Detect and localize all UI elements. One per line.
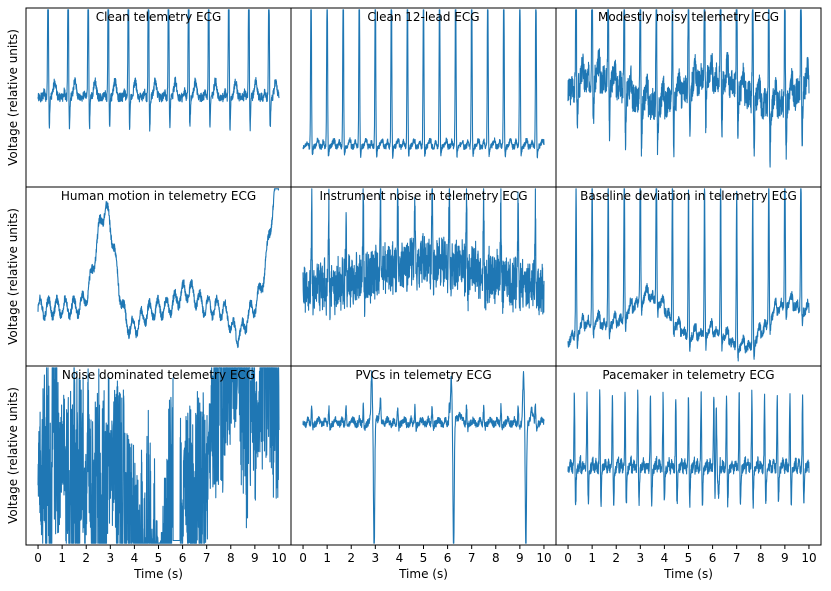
- x-tick-label: 2: [82, 551, 90, 565]
- panel-2: Clean 12-lead ECG: [290, 7, 557, 188]
- panel-title: Pacemaker in telemetry ECG: [602, 368, 774, 382]
- ecg-trace: [567, 188, 810, 362]
- panel-5: Instrument noise in telemetry ECG: [290, 186, 557, 367]
- panel-frame: [555, 365, 822, 546]
- ecg-trace: [37, 367, 280, 544]
- x-tick-label: 3: [106, 551, 114, 565]
- x-axis-label: Time (s): [663, 567, 713, 581]
- x-tick-label: 6: [444, 551, 452, 565]
- x-tick-label: 9: [251, 551, 259, 565]
- x-tick-label: 6: [709, 551, 717, 565]
- ecg-trace: [302, 188, 545, 321]
- x-tick-label: 5: [420, 551, 428, 565]
- x-tick-label: 7: [468, 551, 476, 565]
- ecg-trace: [37, 9, 280, 132]
- x-tick-label: 0: [564, 551, 572, 565]
- ecg-trace: [567, 9, 810, 168]
- ecg-trace: [567, 389, 810, 509]
- panel-title: Baseline deviation in telemetry ECG: [580, 189, 797, 203]
- x-tick-label: 2: [347, 551, 355, 565]
- panel-9: Pacemaker in telemetry ECG 0 1 2 3 4 5 6 7 8 9 10 Ti…: [555, 365, 822, 581]
- x-tick-label: 4: [396, 551, 404, 565]
- x-tick-label: 0: [34, 551, 42, 565]
- y-axis-label: Voltage (relative units): [6, 29, 20, 166]
- panel-8: PVCs in telemetry ECG 0 1 2 3 4 5 6 7 8 9 10 Time (s…: [290, 365, 557, 581]
- x-tick-label: 1: [588, 551, 596, 565]
- x-tick-label: 7: [203, 551, 211, 565]
- ecg-trace: [302, 370, 545, 544]
- x-axis-label: Time (s): [398, 567, 448, 581]
- x-tick-label: 4: [131, 551, 139, 565]
- x-tick-label: 7: [733, 551, 741, 565]
- x-axis-label: Time (s): [133, 567, 183, 581]
- x-tick-label: 0: [299, 551, 307, 565]
- x-tick-label: 9: [516, 551, 524, 565]
- x-tick-label: 10: [536, 551, 551, 565]
- x-tick-label: 5: [685, 551, 693, 565]
- x-tick-label: 4: [661, 551, 669, 565]
- x-tick-label: 8: [757, 551, 765, 565]
- x-tick-label: 8: [227, 551, 235, 565]
- x-tick-label: 6: [179, 551, 187, 565]
- panel-title: Human motion in telemetry ECG: [61, 189, 256, 203]
- panel-title: Clean telemetry ECG: [96, 10, 222, 24]
- x-tick-label: 1: [58, 551, 66, 565]
- x-tick-label: 3: [636, 551, 644, 565]
- x-tick-label: 8: [492, 551, 500, 565]
- panel-7: Noise dominated telemetry ECG 0 1 2 3 4 5 6 7 8 9 1…: [6, 365, 292, 581]
- panel-1: Clean telemetry ECG Voltage (relative uni…: [6, 7, 292, 188]
- panel-4: Human motion in telemetry ECG Voltage (re…: [6, 186, 292, 367]
- x-tick-label: 5: [155, 551, 163, 565]
- x-tick-label: 2: [612, 551, 620, 565]
- x-tick-label: 10: [271, 551, 286, 565]
- y-axis-label: Voltage (relative units): [6, 387, 20, 524]
- panel-frame: [25, 186, 292, 367]
- y-axis-label: Voltage (relative units): [6, 208, 20, 345]
- panel-title: Modestly noisy telemetry ECG: [598, 10, 779, 24]
- x-tick-label: 1: [323, 551, 331, 565]
- x-tick-label: 9: [781, 551, 789, 565]
- ecg-trace: [37, 188, 280, 349]
- panel-title: PVCs in telemetry ECG: [355, 368, 491, 382]
- panel-title: Clean 12-lead ECG: [367, 10, 479, 24]
- panel-title: Noise dominated telemetry ECG: [62, 368, 255, 382]
- panel-3: Modestly noisy telemetry ECG: [555, 7, 822, 188]
- x-tick-label: 3: [371, 551, 379, 565]
- panel-frame: [290, 365, 557, 546]
- ecg-trace: [302, 9, 545, 159]
- x-tick-label: 10: [801, 551, 816, 565]
- panel-6: Baseline deviation in telemetry ECG: [555, 186, 822, 367]
- panel-title: Instrument noise in telemetry ECG: [319, 189, 527, 203]
